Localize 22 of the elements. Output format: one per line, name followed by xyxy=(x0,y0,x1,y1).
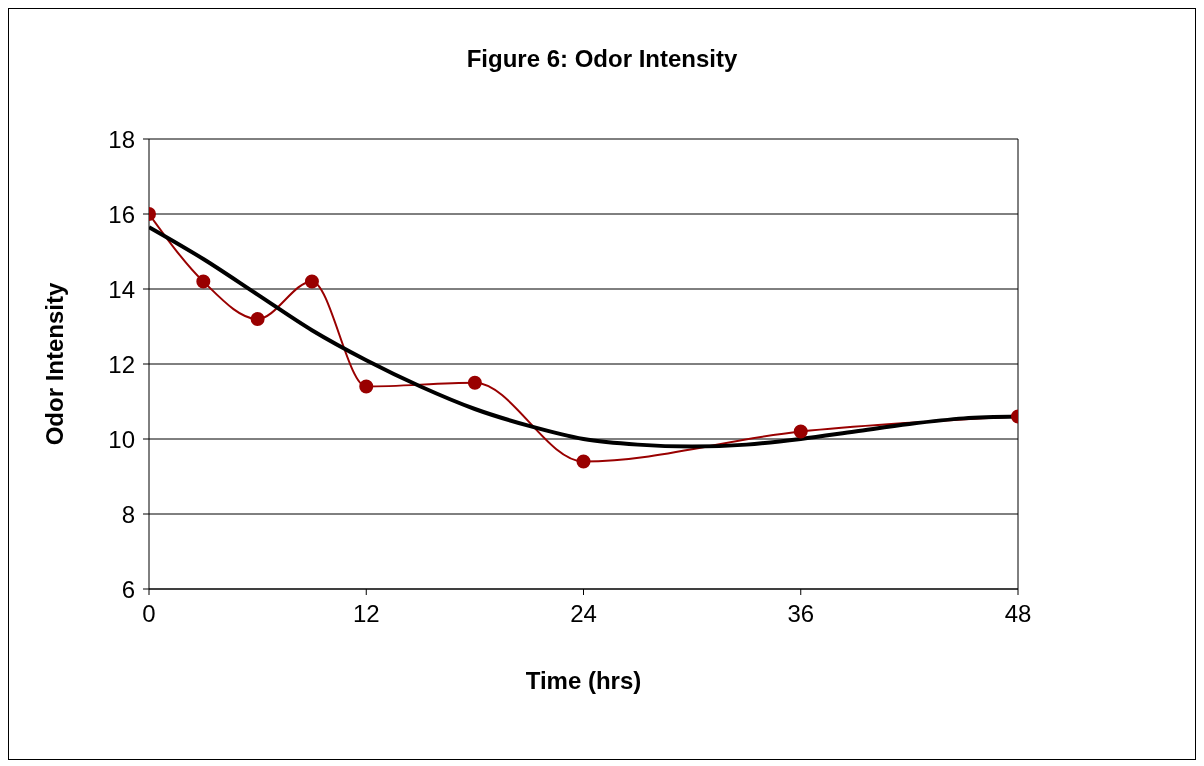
x-axis-title: Time (hrs) xyxy=(525,667,642,694)
y-tick-label: 18 xyxy=(108,125,135,153)
point xyxy=(467,375,482,390)
y-tick-label: 8 xyxy=(121,500,135,528)
point xyxy=(196,274,211,289)
y-tick-label: 10 xyxy=(108,425,135,453)
chart-title: Figure 6: Odor Intensity xyxy=(465,45,739,73)
x-tick-label: 0 xyxy=(142,600,156,628)
point xyxy=(793,424,808,439)
x-tick-label: 12 xyxy=(352,600,380,628)
point xyxy=(250,312,265,326)
y-tick-label: 14 xyxy=(108,275,135,303)
y-tick-label: 16 xyxy=(108,200,135,228)
x-tick-label: 48 xyxy=(1004,600,1032,628)
x-tick-label: 36 xyxy=(787,600,815,628)
point xyxy=(576,454,591,469)
point xyxy=(304,274,319,289)
y-tick-label: 12 xyxy=(108,350,135,378)
y-tick-label: 6 xyxy=(121,575,135,603)
y-axis-title: Odor Intensity xyxy=(40,282,68,446)
x-tick-label: 24 xyxy=(570,600,597,628)
point xyxy=(359,379,374,394)
